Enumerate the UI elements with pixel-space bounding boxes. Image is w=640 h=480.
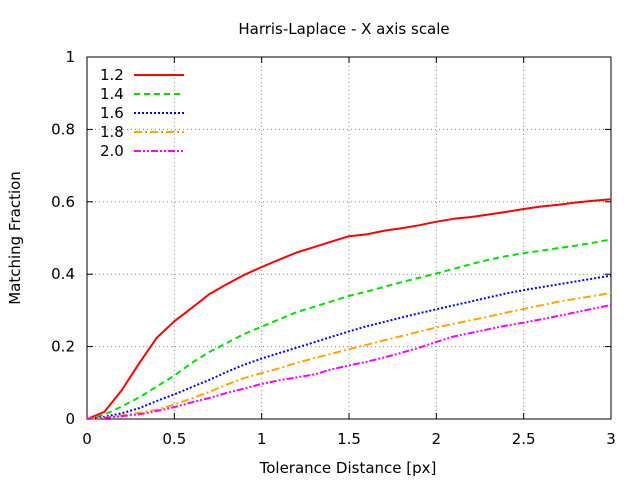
x-tick-label: 2.5 (512, 430, 536, 448)
x-axis-label: Tolerance Distance [px] (259, 459, 437, 477)
chart-title: Harris-Laplace - X axis scale (238, 20, 449, 38)
plot-frame (86, 56, 612, 420)
y-axis-label: Matching Fraction (6, 171, 24, 305)
y-tick-label: 0.4 (51, 265, 75, 283)
axes: 0 0.5 1 1.5 2 2.5 3 0 0.2 0.4 0.6 0.8 1 (51, 48, 616, 448)
legend-label-1-6: 1.6 (100, 104, 124, 122)
x-tick-label: 1.5 (337, 430, 361, 448)
x-tick-label: 1 (257, 430, 267, 448)
x-tick-label: 0 (82, 430, 92, 448)
series-line-1-8 (86, 292, 612, 420)
legend-label-2-0: 2.0 (100, 142, 124, 160)
legend-label-1-2: 1.2 (100, 66, 124, 84)
y-tick-label: 0 (65, 410, 75, 428)
legend-label-1-4: 1.4 (100, 85, 124, 103)
series-lines (86, 198, 612, 420)
series-line-2-0 (86, 304, 612, 420)
x-tick-label: 2 (432, 430, 442, 448)
x-tick-label: 3 (606, 430, 616, 448)
y-tick-label: 0.6 (51, 193, 75, 211)
series-line-1-4 (86, 238, 612, 420)
y-tick-label: 0.8 (51, 120, 75, 138)
y-tick-label: 0.2 (51, 338, 75, 356)
legend-label-1-8: 1.8 (100, 123, 124, 141)
series-line-1-2 (86, 198, 612, 420)
y-tick-label: 1 (65, 48, 75, 66)
legend: 1.21.41.61.82.0 (100, 66, 184, 160)
x-tick-label: 0.5 (162, 430, 186, 448)
series-line-1-6 (86, 274, 612, 420)
